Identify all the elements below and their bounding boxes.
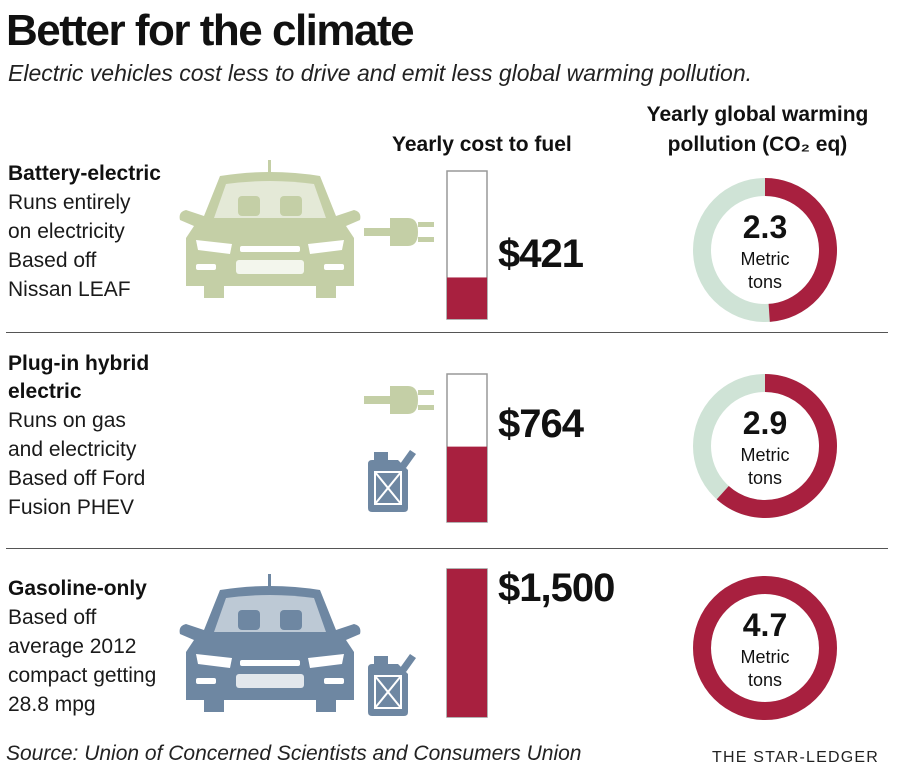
car-icon <box>179 574 361 712</box>
cost-bar <box>447 569 487 717</box>
co2-unit-label: Metric <box>740 445 790 465</box>
vehicle-description-line: average 2012 <box>8 635 137 658</box>
chart-subtitle: Electric vehicles cost less to drive and… <box>8 60 752 86</box>
row-divider <box>6 332 888 333</box>
co2-value-label: 2.9 <box>742 405 788 441</box>
cost-bar <box>447 446 487 522</box>
vehicle-name: Battery-electric <box>8 162 161 185</box>
vehicle-name: Gasoline-only <box>8 577 147 600</box>
car-icon <box>179 160 361 298</box>
car-icon <box>180 368 361 506</box>
cost-bar <box>447 277 487 319</box>
row-divider <box>6 548 888 549</box>
vehicle-row-battery-electric: Battery-electric Runs entirely on electr… <box>8 160 161 304</box>
co2-column-header: Yearly global warming pollution (CO₂ eq) <box>615 100 900 160</box>
vehicle-name: Plug-in hybrid <box>8 352 150 375</box>
co2-unit-label: tons <box>747 272 783 292</box>
plug-icon <box>364 218 434 246</box>
vehicle-row-plug-in-hybrid: Plug-in hybrid electric Runs on gas and … <box>8 350 149 522</box>
source-credit: Source: Union of Concerned Scientists an… <box>6 742 582 765</box>
vehicle-description-line: Based off <box>8 606 97 629</box>
co2-value-label: 2.3 <box>742 209 788 245</box>
co2-ring-arc <box>693 576 837 720</box>
gas-can-icon <box>368 450 416 512</box>
vehicle-description-line: Runs entirely <box>8 191 131 214</box>
vehicle-description-line: 28.8 mpg <box>8 693 96 716</box>
plug-icon <box>364 386 434 414</box>
vehicle-name: electric <box>8 380 82 403</box>
co2-unit-label: Metric <box>740 249 790 269</box>
vehicle-description-line: Based off Ford <box>8 467 146 490</box>
publisher-brand: THE STAR-LEDGER <box>712 749 880 766</box>
vehicle-row-gasoline-only: Gasoline-only Based off average 2012 com… <box>8 575 156 719</box>
co2-unit-label: tons <box>747 670 783 690</box>
cost-value-label: $764 <box>498 402 584 446</box>
vehicle-description-line: and electricity <box>8 438 137 461</box>
vehicle-description-line: Nissan LEAF <box>8 278 131 301</box>
cost-column-header: Yearly cost to fuel <box>392 133 572 156</box>
gas-can-icon <box>368 654 416 716</box>
cost-value-label: $1,500 <box>498 566 615 610</box>
vehicle-description-line: Runs on gas <box>8 409 126 432</box>
car-icon <box>180 368 361 506</box>
co2-value-label: 4.7 <box>742 607 788 643</box>
vehicle-description-line: Based off <box>8 249 97 272</box>
vehicle-description-line: on electricity <box>8 220 125 243</box>
cost-value-label: $421 <box>498 232 584 276</box>
chart-title: Better for the climate <box>6 6 415 55</box>
co2-ring-arc <box>764 178 837 322</box>
vehicle-description-line: Fusion PHEV <box>8 496 135 519</box>
co2-unit-label: Metric <box>740 647 790 667</box>
co2-ring-arc <box>716 374 837 518</box>
co2-header-line1: Yearly global warming <box>646 103 869 126</box>
co2-unit-label: tons <box>747 468 783 488</box>
vehicle-description-line: compact getting <box>8 664 157 687</box>
co2-header-line2: pollution (CO₂ eq) <box>667 133 848 156</box>
